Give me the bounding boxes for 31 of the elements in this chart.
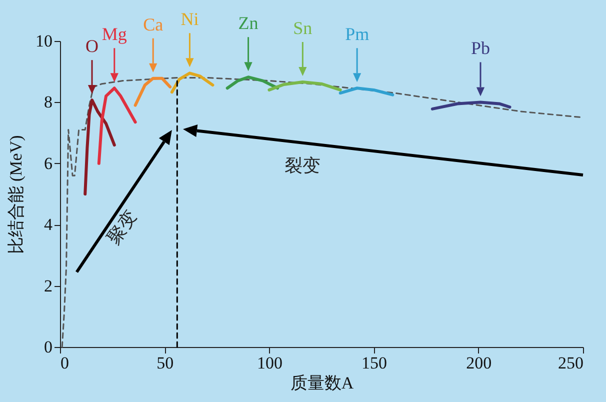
text: Pm — [345, 24, 370, 44]
line-series — [268, 80, 342, 92]
x-tick-label: 200 — [466, 354, 492, 372]
y-tick-label: 10 — [36, 32, 52, 50]
line-series — [84, 98, 116, 196]
text: Pb — [470, 38, 490, 58]
line-series — [430, 100, 512, 110]
line-series — [97, 86, 137, 165]
text: Mg — [102, 24, 127, 44]
line-series — [338, 86, 394, 96]
annotation: 聚变 — [103, 206, 140, 248]
x-tick-label: 50 — [156, 354, 174, 372]
text: Sn — [293, 18, 312, 38]
x-tick-label: 250 — [558, 354, 584, 372]
text: O — [86, 36, 99, 56]
y-tick-label: 2 — [44, 276, 52, 296]
y-tick-label: 6 — [44, 154, 52, 173]
text: Ca — [143, 14, 164, 34]
line-series — [170, 72, 214, 94]
text: Zn — [238, 13, 258, 34]
text: Ni — [180, 9, 199, 30]
x-tick-label: 150 — [362, 354, 388, 372]
annotation: 裂变 — [284, 155, 321, 176]
x-tick-label: 0 — [60, 354, 69, 372]
y-tick-label: 8 — [44, 92, 52, 112]
x-axis-title: 质量数A — [290, 374, 354, 392]
y-tick-label: 4 — [44, 215, 53, 234]
line-series — [134, 76, 172, 107]
x-tick-label: 100 — [256, 354, 282, 372]
y-tick-label: 0 — [44, 338, 52, 356]
y-axis-title: 比结合能 (MeV) — [6, 135, 26, 254]
